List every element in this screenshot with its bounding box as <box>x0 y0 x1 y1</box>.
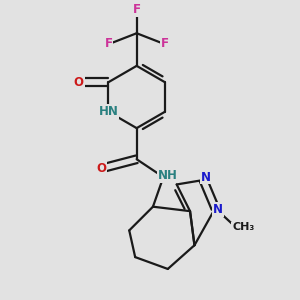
Text: F: F <box>161 37 169 50</box>
Text: F: F <box>104 37 112 50</box>
Text: O: O <box>96 162 106 175</box>
Text: F: F <box>133 3 141 16</box>
Text: CH₃: CH₃ <box>232 223 254 232</box>
Text: O: O <box>74 76 84 89</box>
Text: HN: HN <box>99 105 118 118</box>
Text: N: N <box>213 203 223 216</box>
Text: NH: NH <box>158 169 178 182</box>
Text: N: N <box>201 170 211 184</box>
